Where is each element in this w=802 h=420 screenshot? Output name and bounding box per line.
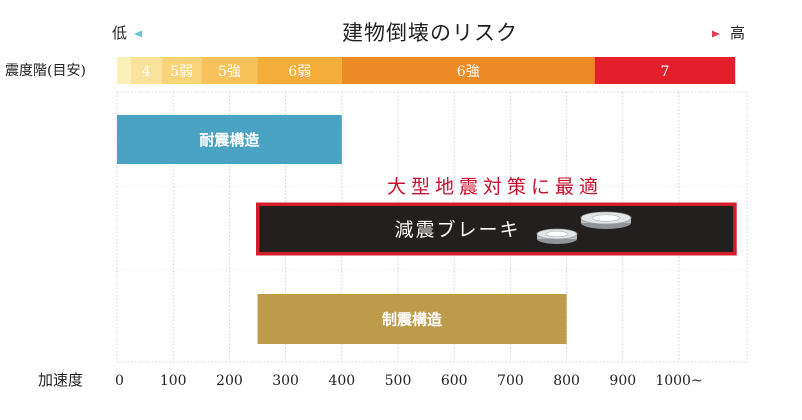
- intensity-band-label: 6弱: [288, 64, 311, 80]
- bar-label: 減震ブレーキ: [394, 218, 520, 241]
- intensity-band-label: 6強: [457, 64, 480, 80]
- x-tick-label: 900: [609, 373, 636, 389]
- intensity-band: [201, 57, 258, 84]
- bar: [257, 294, 567, 344]
- bar: [117, 115, 342, 164]
- risk-low-label: 低: [112, 24, 127, 42]
- chart-title: 建物倒壊のリスク: [342, 21, 518, 45]
- x-tick-label: 0: [115, 373, 124, 389]
- intensity-band: [117, 57, 132, 84]
- risk-high-arrowhead: [712, 30, 720, 38]
- x-tick-label: 700: [497, 373, 524, 389]
- intensity-band: [341, 57, 595, 84]
- intensity-band: [131, 57, 162, 84]
- intensity-band: [594, 57, 736, 84]
- x-tick-label: 600: [441, 373, 468, 389]
- damper-device-icon: [591, 214, 621, 222]
- intensity-band: [257, 57, 342, 84]
- intensity-band: [161, 57, 202, 84]
- bar-label: 制震構造: [382, 310, 442, 328]
- x-tick-label: 1000~: [655, 373, 702, 389]
- x-tick-label: 500: [385, 373, 412, 389]
- risk-low-arrowhead: [134, 30, 142, 38]
- scale-label: 震度階(目安): [5, 63, 86, 79]
- x-tick-label: 200: [216, 373, 243, 389]
- x-tick-label: 300: [272, 373, 299, 389]
- damper-device-icon: [545, 230, 569, 238]
- intensity-band-label: 7: [660, 64, 669, 80]
- x-tick-label: 400: [328, 373, 355, 389]
- risk-high-label: 高: [730, 24, 745, 42]
- x-tick-label: 100: [160, 373, 187, 389]
- intensity-band-label: 5弱: [170, 64, 193, 80]
- annotation-text: 大型地震対策に最適: [387, 176, 603, 198]
- intensity-band-label: 4: [142, 64, 151, 80]
- x-tick-label: 800: [553, 373, 580, 389]
- bar-label: 耐震構造: [199, 131, 259, 149]
- bar: [259, 206, 734, 252]
- x-axis-label: 加速度: [38, 371, 83, 389]
- intensity-band-label: 5強: [218, 64, 241, 80]
